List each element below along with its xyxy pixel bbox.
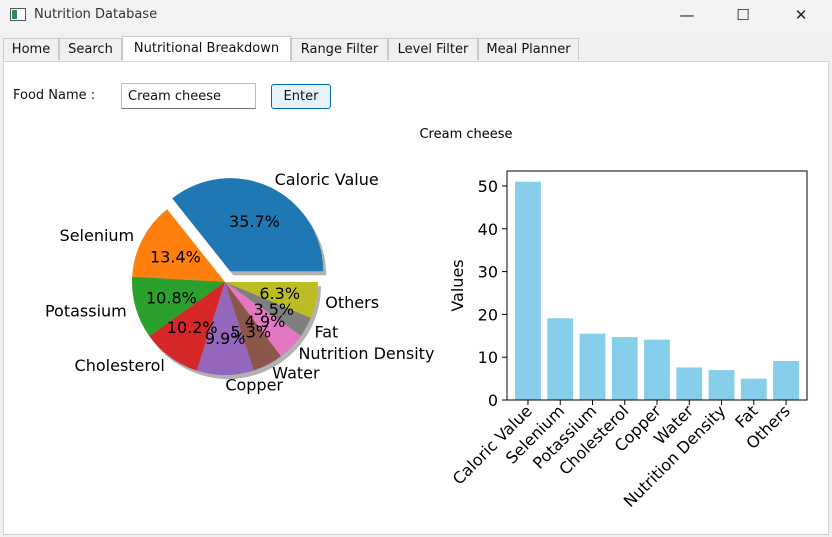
pie-label: Fat: [314, 323, 338, 342]
pie-slice-fat: [225, 282, 311, 336]
pie-label: Copper: [225, 375, 283, 394]
pie-label: Potassium: [45, 302, 127, 321]
bar-fat: [740, 378, 767, 400]
maximize-button[interactable]: ☐: [720, 0, 766, 32]
pie-slice-copper: [196, 282, 254, 375]
pie-slice-others: [225, 282, 318, 318]
pie-percent-label: 9.9%: [205, 329, 246, 348]
maximize-icon: ☐: [736, 6, 750, 24]
pie-label: Nutrition Density: [298, 344, 434, 363]
y-axis-label: Values: [448, 259, 467, 311]
bar-others: [773, 361, 799, 400]
bar-selenium: [547, 318, 574, 400]
minimize-icon: —: [679, 6, 695, 24]
bar-potassium: [579, 333, 606, 400]
pie-slice-potassium: [132, 276, 225, 337]
pie-label: Caloric Value: [275, 170, 379, 189]
y-tick-label: 50: [478, 177, 498, 196]
pie-percent-label: 6.3%: [259, 284, 300, 303]
bar-caloric-value: [515, 181, 541, 400]
tab-meal-planner[interactable]: Meal Planner: [478, 38, 579, 60]
tab-range-filter[interactable]: Range Filter: [291, 38, 388, 60]
pie-percent-label: 10.8%: [146, 289, 197, 308]
bar-water: [676, 367, 703, 400]
pie-percent-label: 5.3%: [230, 322, 271, 341]
bar-chart: Caloric ValueSeleniumPotassiumCholestero…: [448, 170, 808, 511]
y-tick-label: 30: [478, 263, 498, 282]
pie-percent-label: 3.5%: [253, 300, 294, 319]
tab-nutritional-breakdown[interactable]: Nutritional Breakdown: [122, 36, 291, 62]
pie-label: Selenium: [60, 226, 135, 245]
y-tick-label: 40: [478, 220, 498, 239]
bar-plot-frame: [506, 170, 808, 401]
close-icon: ✕: [794, 6, 808, 24]
y-tick-label: 10: [478, 348, 498, 367]
pie-slice-nutrition-density: [225, 282, 301, 357]
chart-title: Cream cheese: [419, 127, 512, 142]
pie-label: Others: [325, 293, 379, 312]
window-title: Nutrition Database: [34, 7, 158, 22]
y-tick-label: 0: [488, 391, 498, 410]
pie-chart: Caloric Value 35.7% Selenium 13.4% Potassium…: [45, 170, 434, 394]
pie-percent-label: 4.9%: [245, 312, 286, 331]
food-name-label: Food Name :: [13, 88, 96, 103]
enter-button[interactable]: Enter: [271, 84, 331, 109]
pie-percent-label: 35.7%: [229, 212, 280, 231]
pie-percent-label: 10.2%: [167, 318, 218, 337]
pie-percent-label: 13.4%: [150, 247, 201, 266]
bar-cholesterol: [611, 337, 638, 400]
pie-label: Water: [272, 364, 320, 383]
tab-level-filter[interactable]: Level Filter: [388, 38, 478, 60]
pie-label: Cholesterol: [75, 356, 165, 375]
bar-nutrition-density: [708, 370, 735, 400]
food-name-input[interactable]: [121, 83, 256, 109]
tab-search[interactable]: Search: [59, 38, 122, 60]
close-button[interactable]: ✕: [778, 0, 824, 32]
pie-slice-selenium: [132, 209, 225, 282]
tab-home[interactable]: Home: [3, 38, 59, 60]
minimize-button[interactable]: —: [664, 0, 710, 32]
pie-slice-caloric-value: [172, 178, 324, 272]
pie-slice-cholesterol: [149, 282, 225, 371]
title-bar: Nutrition Database — ☐ ✕: [0, 0, 832, 32]
pie-slice-water: [225, 282, 282, 371]
y-tick-label: 20: [478, 305, 498, 324]
bar-copper: [644, 339, 670, 400]
app-icon: [10, 8, 26, 21]
